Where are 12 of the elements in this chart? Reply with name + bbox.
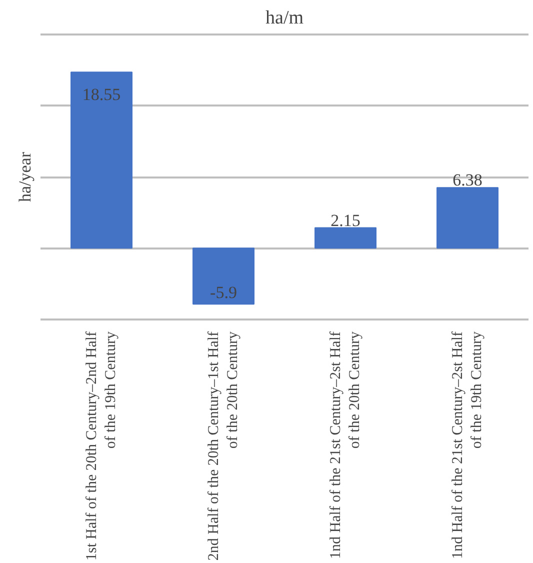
- x-tick-label: 2nd Half of the 20th Century–1st Half of the 20th Century: [206, 331, 242, 561]
- x-tick-label: 1st Half of the 20th Century–2nd Half of the 19th Century: [84, 331, 120, 561]
- chart-title: ha/m: [266, 8, 304, 28]
- data-label: 6.38: [452, 170, 482, 190]
- bar: [314, 227, 376, 249]
- bar: [192, 248, 254, 305]
- y-axis-title: ha/year: [16, 152, 34, 202]
- data-label: 2.15: [330, 210, 360, 230]
- data-label: 18.55: [82, 85, 121, 104]
- bar: [436, 187, 498, 249]
- data-label: -5.9: [210, 283, 237, 302]
- bar: [70, 72, 132, 249]
